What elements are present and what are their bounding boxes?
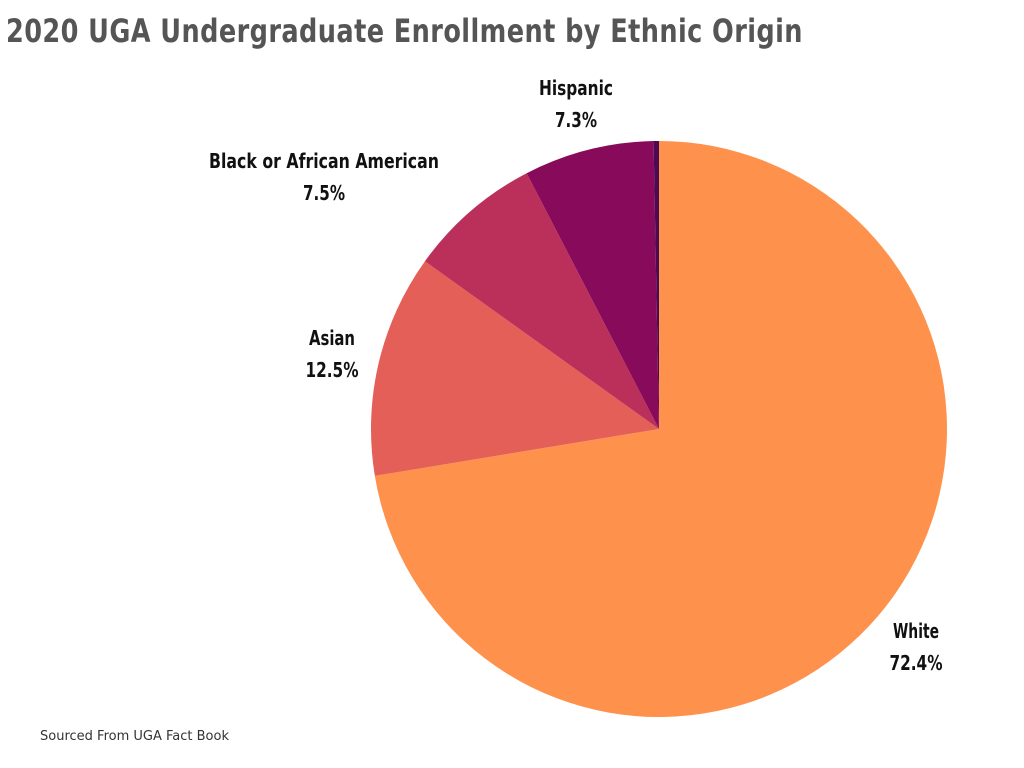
slice-value-hispanic: 7.3% [555, 108, 597, 132]
slice-value-black-or-african-american: 7.5% [303, 181, 345, 205]
slice-label-hispanic: Hispanic [539, 76, 613, 100]
slice-value-asian: 12.5% [306, 358, 359, 382]
pie-slice-black-or-african-american [424, 173, 659, 429]
pie-slices [370, 141, 947, 718]
slice-label-white: White [893, 619, 939, 643]
slice-label-asian: Asian [309, 326, 355, 350]
pie-slice-hispanic [526, 141, 659, 430]
slice-labels: White 72.4% Asian 12.5% Black or African Ame… [209, 76, 943, 675]
chart-title: 2020 UGA Undergraduate Enrollment by Eth… [6, 12, 803, 50]
pie-slice-other [653, 141, 659, 429]
pie-slice-asian [370, 261, 659, 476]
slice-label-black-or-african-american: Black or African American [209, 149, 439, 173]
source-note: Sourced From UGA Fact Book [40, 729, 229, 744]
pie-slice-white [374, 141, 947, 718]
slice-value-white: 72.4% [890, 651, 943, 675]
